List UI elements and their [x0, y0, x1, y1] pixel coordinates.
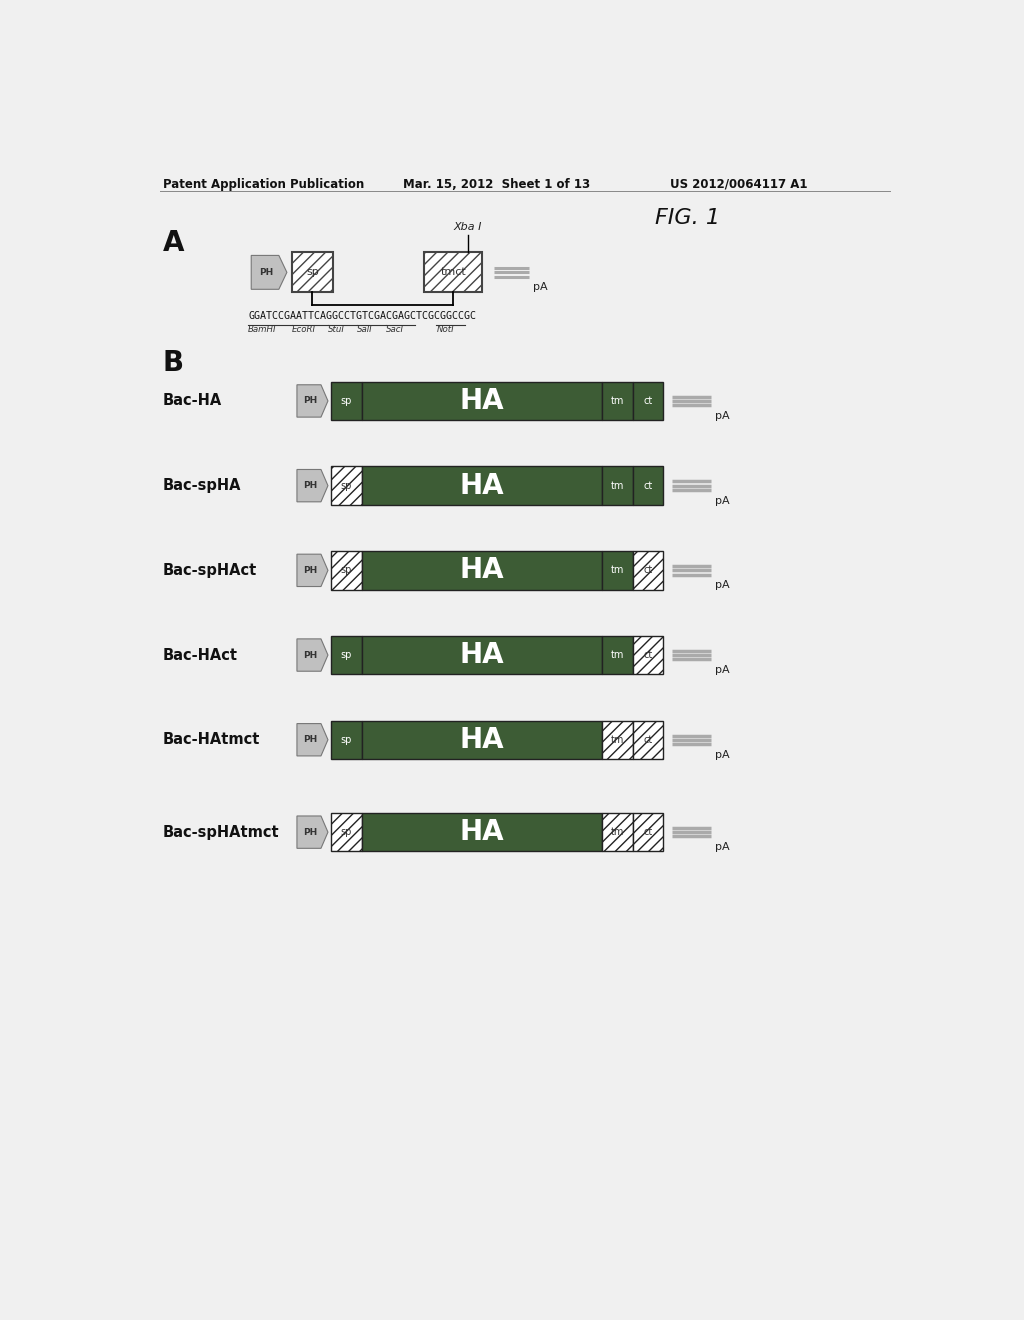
Text: Bac-HA: Bac-HA — [163, 393, 222, 408]
Bar — [633, 721, 663, 759]
Bar — [362, 813, 602, 851]
Bar — [633, 381, 663, 420]
Text: Bac-spHAtmct: Bac-spHAtmct — [163, 825, 280, 840]
Bar — [331, 721, 362, 759]
Text: HA: HA — [460, 818, 505, 846]
Text: FIG. 1: FIG. 1 — [655, 209, 720, 228]
Bar — [602, 813, 633, 851]
Text: BamHI: BamHI — [248, 326, 276, 334]
Bar — [633, 813, 663, 851]
Text: tm: tm — [611, 649, 625, 660]
Text: tm: tm — [611, 565, 625, 576]
Bar — [331, 381, 362, 420]
Text: SacI: SacI — [386, 326, 403, 334]
Text: pA: pA — [715, 750, 729, 760]
Bar — [362, 636, 602, 675]
Text: PH: PH — [303, 566, 317, 574]
Text: Bac-HAtmct: Bac-HAtmct — [163, 733, 260, 747]
Text: ct: ct — [643, 828, 652, 837]
Polygon shape — [297, 554, 328, 586]
Text: NotI: NotI — [436, 326, 454, 334]
Text: ct: ct — [643, 480, 652, 491]
Bar — [424, 252, 482, 293]
Text: tm: tm — [611, 735, 625, 744]
Bar — [362, 381, 602, 420]
Text: GGATCCGAATTCAGGCCTGTCGACGAGCTCGCGGCCGC: GGATCCGAATTCAGGCCTGTCGACGAGCTCGCGGCCGC — [248, 312, 476, 321]
Bar — [602, 636, 633, 675]
Text: pA: pA — [532, 282, 547, 292]
Polygon shape — [297, 639, 328, 671]
Text: PH: PH — [303, 828, 317, 837]
Text: pA: pA — [715, 411, 729, 421]
Text: HA: HA — [460, 556, 505, 585]
Text: sp: sp — [306, 268, 318, 277]
Text: B: B — [163, 350, 184, 378]
Text: tm: tm — [611, 480, 625, 491]
Text: pA: pA — [715, 496, 729, 506]
Bar — [602, 466, 633, 506]
Text: Bac-spHA: Bac-spHA — [163, 478, 242, 494]
Text: tmct: tmct — [440, 268, 466, 277]
Bar — [602, 721, 633, 759]
Text: pA: pA — [715, 581, 729, 590]
Text: Patent Application Publication: Patent Application Publication — [163, 178, 365, 190]
Text: US 2012/0064117 A1: US 2012/0064117 A1 — [671, 178, 808, 190]
Bar — [633, 636, 663, 675]
Text: StuI: StuI — [328, 326, 345, 334]
Text: HA: HA — [460, 387, 505, 414]
Text: ct: ct — [643, 649, 652, 660]
Text: A: A — [163, 230, 184, 257]
Text: Bac-HAct: Bac-HAct — [163, 648, 238, 663]
Text: PH: PH — [303, 396, 317, 405]
Text: PH: PH — [303, 735, 317, 744]
Text: HA: HA — [460, 471, 505, 500]
Polygon shape — [297, 470, 328, 502]
Bar — [292, 252, 333, 293]
Text: HA: HA — [460, 726, 505, 754]
Text: sp: sp — [341, 828, 352, 837]
Text: EcoRI: EcoRI — [292, 326, 315, 334]
Bar — [633, 466, 663, 506]
Text: Mar. 15, 2012  Sheet 1 of 13: Mar. 15, 2012 Sheet 1 of 13 — [403, 178, 590, 190]
Text: PH: PH — [303, 482, 317, 490]
Text: tm: tm — [611, 396, 625, 407]
Text: sp: sp — [341, 565, 352, 576]
Text: pA: pA — [715, 665, 729, 675]
Polygon shape — [297, 816, 328, 849]
Bar — [331, 813, 362, 851]
Text: tm: tm — [611, 828, 625, 837]
Bar — [331, 466, 362, 506]
Text: HA: HA — [460, 642, 505, 669]
Text: ct: ct — [643, 735, 652, 744]
Text: sp: sp — [341, 735, 352, 744]
Bar — [633, 552, 663, 590]
Polygon shape — [297, 723, 328, 756]
Bar — [362, 721, 602, 759]
Polygon shape — [251, 256, 287, 289]
Text: Xba I: Xba I — [454, 222, 482, 232]
Text: sp: sp — [341, 396, 352, 407]
Text: PH: PH — [303, 651, 317, 660]
Bar — [331, 636, 362, 675]
Bar — [602, 552, 633, 590]
Text: PH: PH — [259, 268, 273, 277]
Text: sp: sp — [341, 480, 352, 491]
Text: SalI: SalI — [356, 326, 373, 334]
Text: sp: sp — [341, 649, 352, 660]
Text: ct: ct — [643, 565, 652, 576]
Bar — [362, 466, 602, 506]
Text: ct: ct — [643, 396, 652, 407]
Bar — [602, 381, 633, 420]
Bar — [331, 552, 362, 590]
Polygon shape — [297, 385, 328, 417]
Text: pA: pA — [715, 842, 729, 853]
Text: Bac-spHAct: Bac-spHAct — [163, 562, 257, 578]
Bar — [362, 552, 602, 590]
